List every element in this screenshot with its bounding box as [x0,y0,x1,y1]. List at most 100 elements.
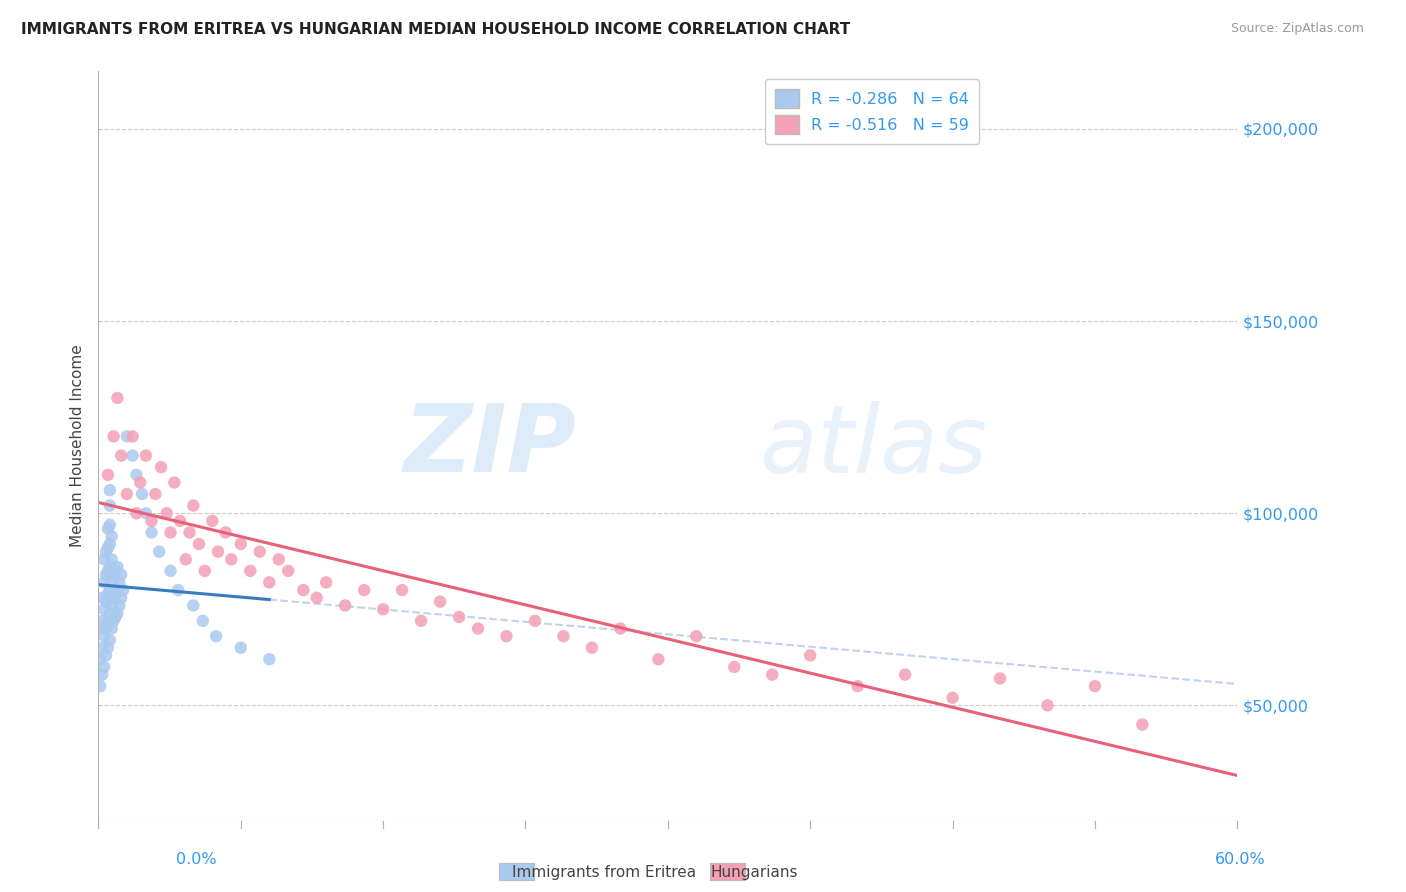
Point [98,483,121,498]
Point [93,629,115,643]
Point [207,544,229,558]
Point [103,614,125,628]
Point [108,575,131,590]
Point [110,591,132,605]
Point [259,652,281,666]
Point [103,429,125,443]
Point [141,525,163,540]
Point [104,564,127,578]
Point [179,525,201,540]
Point [97,564,120,578]
Point [100,552,122,566]
Point [94,622,117,636]
Point [221,552,243,566]
Point [93,552,115,566]
Point [411,614,433,628]
Point [91,614,114,628]
Point [94,567,117,582]
Point [183,499,205,513]
Point [292,583,315,598]
Point [1132,717,1154,731]
Point [93,660,115,674]
Point [89,652,111,666]
Point [93,602,115,616]
Point [97,614,120,628]
Point [581,640,603,655]
Point [188,537,211,551]
Point [110,567,132,582]
Point [267,552,290,566]
Point [112,583,135,598]
Point [229,640,252,655]
Point [942,690,965,705]
Text: 0.0%: 0.0% [176,852,217,867]
Point [1036,698,1059,713]
Text: Source: ZipAtlas.com: Source: ZipAtlas.com [1230,22,1364,36]
Text: Immigrants from Eritrea: Immigrants from Eritrea [512,865,696,880]
Point [110,449,132,463]
Point [107,391,129,405]
Y-axis label: Median Household Income: Median Household Income [69,344,84,548]
Point [100,529,122,543]
Point [107,606,129,620]
Point [98,499,121,513]
Text: ZIP: ZIP [404,400,576,492]
Point [495,629,517,643]
Point [205,629,228,643]
Point [371,602,394,616]
Point [104,587,127,601]
Point [97,467,120,482]
Point [104,610,127,624]
Point [148,544,170,558]
Point [249,544,271,558]
Text: Hungarians: Hungarians [710,865,797,880]
Point [183,599,205,613]
Point [129,475,152,490]
Point [201,514,224,528]
Point [121,429,143,443]
Point [305,591,328,605]
Point [467,622,489,636]
Point [135,449,157,463]
Point [163,475,186,490]
Point [103,567,125,582]
Point [91,640,114,655]
Point [125,467,148,482]
Point [94,544,117,558]
Point [277,564,299,578]
Point [159,564,181,578]
Point [93,575,115,590]
Point [141,514,163,528]
Point [98,583,121,598]
Point [391,583,413,598]
Point [135,506,157,520]
Point [115,429,138,443]
Point [107,560,129,574]
Point [100,599,122,613]
Point [259,575,281,590]
Point [229,537,252,551]
Point [988,672,1011,686]
Point [97,640,120,655]
Legend: R = -0.286   N = 64, R = -0.516   N = 59: R = -0.286 N = 64, R = -0.516 N = 59 [765,79,979,144]
Point [115,487,138,501]
Point [89,622,111,636]
Point [353,583,375,598]
Point [145,487,167,501]
Point [156,506,179,520]
Point [524,614,547,628]
Point [799,648,821,663]
Point [214,525,236,540]
Point [103,591,125,605]
Point [761,667,783,681]
Point [125,506,148,520]
Point [98,537,121,551]
Point [108,599,131,613]
Point [98,560,121,574]
Point [98,517,121,532]
Point [98,606,121,620]
Point [94,648,117,663]
Text: 60.0%: 60.0% [1215,852,1265,867]
Point [194,564,217,578]
Point [131,487,153,501]
